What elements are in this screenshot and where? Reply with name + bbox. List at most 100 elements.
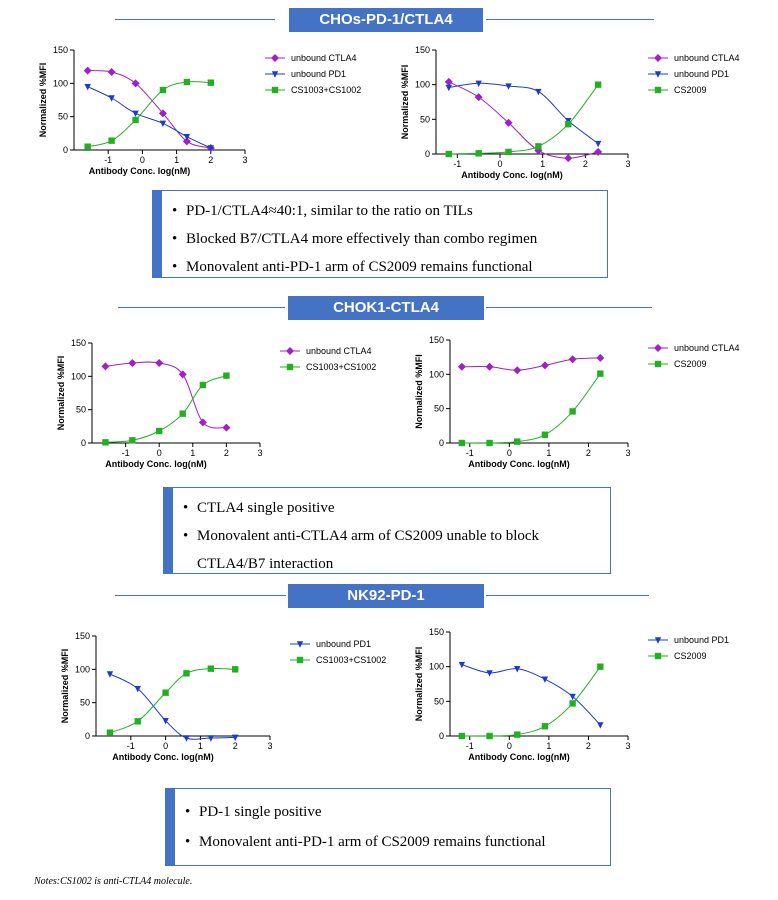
data-point: [569, 693, 576, 701]
series-unbound-ctla4: [101, 359, 231, 432]
footnote: Notes:CS1002 is anti-CTLA4 molecule.: [34, 876, 193, 887]
series-cs1003-cs1002: [102, 372, 230, 446]
x-tick-label: 3: [625, 741, 630, 751]
x-tick-label: 0: [507, 741, 512, 751]
data-point: [131, 79, 140, 88]
series-unbound-pd1: [458, 661, 604, 729]
section-divider-line: [486, 19, 654, 20]
legend-marker: [654, 71, 662, 78]
data-point: [155, 359, 164, 367]
legend-marker: [654, 637, 662, 644]
section-divider-line: [115, 595, 286, 596]
data-point: [458, 732, 466, 740]
notes-box-chos: PD-1/CTLA4≈40:1, similar to the ratio on…: [152, 190, 608, 281]
legend-label: unbound PD1: [316, 639, 371, 649]
data-point: [102, 439, 109, 446]
x-tick-label: 1: [174, 155, 179, 165]
notes-box-nk92: PD-1 single positive Monovalent anti-PD-…: [165, 788, 611, 866]
legend-entry: unbound CTLA4: [265, 53, 357, 63]
legend-marker: [271, 54, 279, 62]
series-unbound-ctla4: [83, 66, 215, 152]
series-cs2009: [458, 663, 604, 740]
legend-marker: [286, 347, 294, 355]
legend-entry: unbound CTLA4: [648, 53, 740, 63]
x-axis-title: Antibody Conc. log(nM): [89, 166, 190, 176]
data-point: [232, 734, 239, 742]
legend-label: unbound CTLA4: [674, 53, 740, 63]
x-tick-label: 1: [546, 741, 551, 751]
data-point: [505, 148, 512, 156]
data-point: [183, 78, 191, 86]
data-point: [207, 145, 214, 152]
data-point: [597, 370, 604, 377]
series-line: [448, 82, 599, 144]
x-axis-title: Antibody Conc. log(nM): [468, 752, 569, 762]
y-tick-label: 100: [75, 664, 90, 674]
x-tick-label: 2: [583, 159, 588, 169]
data-point: [445, 84, 452, 92]
y-tick-label: 50: [58, 112, 68, 122]
legend-marker: [286, 363, 294, 371]
data-point: [158, 109, 167, 118]
data-point: [504, 118, 513, 127]
x-tick-label: 3: [257, 448, 262, 458]
series-line: [105, 375, 227, 443]
x-tick-label: 2: [224, 448, 229, 458]
y-tick-label: 100: [429, 662, 444, 672]
section-divider-line: [486, 307, 652, 308]
series-unbound-pd1: [106, 671, 239, 742]
data-point: [183, 735, 190, 742]
legend-entry: unbound PD1: [648, 635, 729, 645]
data-point: [198, 418, 207, 427]
data-point: [107, 68, 116, 76]
section-title-chok1: CHOK1-CTLA4: [288, 296, 484, 320]
data-point: [223, 372, 230, 379]
y-axis-title: Normalized %MFI: [414, 647, 424, 722]
legend-entry: CS1003+CS1002: [280, 362, 376, 372]
data-point: [159, 86, 167, 94]
data-point: [132, 116, 139, 124]
legend-label: unbound CTLA4: [306, 346, 372, 356]
legend-entry: CS1003+CS1002: [290, 655, 386, 665]
legend-entry: CS2009: [648, 651, 707, 661]
x-tick-label: 2: [208, 155, 213, 165]
data-point: [568, 355, 577, 364]
legend-label: unbound CTLA4: [291, 53, 357, 63]
x-tick-label: 3: [267, 741, 272, 751]
y-tick-label: 50: [434, 696, 444, 706]
data-point: [445, 150, 452, 158]
data-point: [183, 670, 190, 677]
note-item: Monovalent anti-PD-1 arm of CS2009 remai…: [181, 827, 600, 857]
data-point: [206, 144, 215, 152]
note-item: CTLA4 single positive: [179, 494, 600, 522]
y-tick-label: 100: [71, 371, 86, 381]
data-point: [569, 408, 576, 415]
data-point: [232, 666, 239, 673]
legend-marker: [654, 86, 662, 94]
legend-entry: CS1003+CS1002: [265, 85, 361, 95]
note-item: Monovalent anti-CTLA4 arm of CS2009 unab…: [179, 522, 600, 550]
series-line: [461, 664, 601, 726]
legend-entry: unbound CTLA4: [648, 343, 740, 353]
data-point: [458, 661, 466, 669]
y-axis-title: Normalized %MFI: [60, 649, 70, 724]
legend-label: unbound PD1: [291, 69, 346, 79]
legend-entry: unbound PD1: [648, 69, 729, 79]
note-item: Monovalent anti-PD-1 arm of CS2009 remai…: [168, 253, 597, 281]
data-point: [565, 120, 572, 128]
data-point: [475, 80, 482, 87]
x-tick-label: 0: [157, 448, 162, 458]
x-tick-label: 2: [586, 741, 591, 751]
series-unbound-ctla4: [444, 77, 603, 163]
x-tick-label: -1: [104, 155, 112, 165]
x-tick-label: 1: [190, 448, 195, 458]
y-tick-label: 100: [415, 80, 430, 90]
x-tick-label: 1: [540, 159, 545, 169]
data-point: [129, 437, 136, 444]
section-title-nk92: NK92-PD-1: [288, 584, 484, 608]
data-point: [128, 359, 137, 367]
data-point: [222, 423, 231, 432]
note-item: PD-1 single positive: [181, 797, 600, 827]
